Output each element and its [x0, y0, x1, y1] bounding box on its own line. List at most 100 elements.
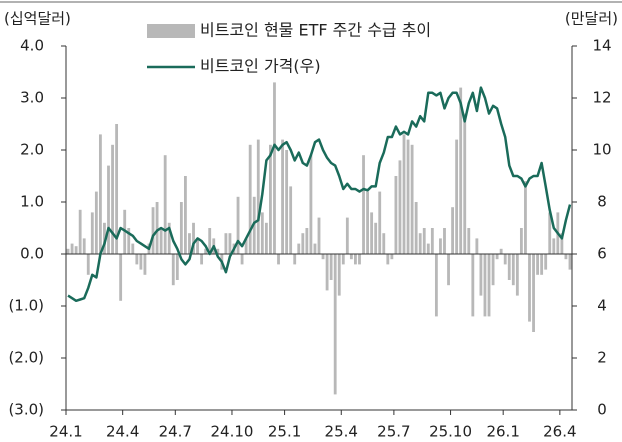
bar: [111, 144, 114, 254]
bar: [333, 254, 337, 395]
legend-label: 비트코인 현물 ETF 주간 수급 추이: [200, 21, 431, 40]
bar: [475, 238, 479, 254]
bar: [341, 254, 345, 265]
bar: [224, 233, 228, 254]
bar: [358, 254, 361, 265]
bar: [455, 139, 459, 254]
bar: [495, 254, 499, 260]
bar: [329, 254, 333, 280]
bar: [66, 248, 70, 254]
bar: [297, 243, 301, 254]
bar: [143, 254, 147, 275]
bar: [269, 144, 272, 254]
bar: [519, 228, 523, 254]
bar: [434, 254, 438, 317]
bar: [548, 212, 552, 254]
y-tick-label: 4.0: [20, 37, 44, 55]
bar: [511, 254, 515, 286]
bar: [540, 254, 544, 275]
bar: [293, 254, 297, 265]
bar: [362, 155, 365, 254]
bar: [564, 254, 568, 260]
bar: [418, 233, 422, 254]
bar: [119, 254, 123, 301]
bar: [507, 254, 511, 280]
y-tick-label: 1.0: [20, 193, 44, 211]
bar: [366, 191, 369, 254]
bar: [285, 150, 289, 254]
x-tick-label: 25.10: [429, 423, 472, 441]
bar: [406, 139, 410, 254]
bar: [82, 238, 86, 254]
bar: [524, 181, 527, 254]
bar: [264, 222, 268, 254]
bar: [544, 254, 548, 270]
bar: [483, 254, 487, 317]
bar: [277, 254, 280, 265]
bar: [163, 155, 167, 254]
x-tick-label: 24.4: [106, 423, 139, 441]
bar: [127, 228, 131, 254]
bar: [463, 113, 467, 254]
bar: [439, 238, 442, 254]
bar: [115, 124, 119, 254]
bar: [151, 207, 155, 254]
bar: [179, 202, 183, 254]
bar: [515, 254, 519, 296]
y-tick-label: (1.0): [8, 297, 44, 315]
y2-tick-label: 10: [592, 141, 611, 159]
bar: [313, 243, 317, 254]
x-tick-label: 25.1: [268, 423, 301, 441]
bar: [499, 248, 503, 254]
bar: [256, 139, 260, 254]
x-tick-label: 26.1: [486, 423, 519, 441]
bar: [349, 254, 353, 260]
x-tick-label: 24.1: [49, 423, 82, 441]
bar: [459, 87, 463, 254]
bar: [159, 228, 163, 254]
bar: [414, 202, 418, 254]
bar: [216, 248, 220, 254]
legend-swatch: [147, 24, 195, 38]
bar: [426, 243, 430, 254]
bar: [337, 254, 341, 296]
bar: [273, 82, 276, 255]
bar: [528, 254, 531, 322]
x-tick-label: 24.10: [210, 423, 253, 441]
bar: [536, 254, 540, 275]
bar: [78, 209, 82, 254]
y2-axis-label: (만달러): [565, 10, 618, 28]
bar: [386, 254, 390, 265]
bar: [370, 212, 374, 254]
bar: [135, 254, 139, 265]
bar: [317, 217, 321, 254]
bar: [451, 207, 455, 254]
bar: [131, 243, 135, 254]
x-tick-label: 25.7: [377, 423, 410, 441]
y-tick-label: (2.0): [8, 349, 44, 367]
y2-tick-label: 0: [597, 401, 607, 419]
bar: [503, 254, 507, 265]
bar: [422, 228, 426, 254]
bar: [208, 228, 212, 254]
bar: [167, 222, 171, 254]
bar: [289, 186, 293, 254]
bar: [345, 217, 349, 254]
bar: [183, 176, 187, 254]
y2-tick-label: 12: [592, 89, 611, 107]
bar: [382, 233, 386, 254]
bar: [430, 228, 434, 254]
y-tick-label: 0.0: [20, 245, 44, 263]
bar: [281, 139, 284, 254]
bar: [394, 176, 398, 254]
y2-tick-label: 8: [597, 193, 607, 211]
x-tick-label: 24.7: [159, 423, 192, 441]
x-tick-label: 26.4: [543, 423, 576, 441]
bar: [410, 144, 414, 254]
bar: [378, 191, 382, 254]
bar: [479, 254, 483, 296]
bar: [305, 228, 309, 254]
bar: [196, 238, 199, 254]
bar: [354, 254, 357, 265]
